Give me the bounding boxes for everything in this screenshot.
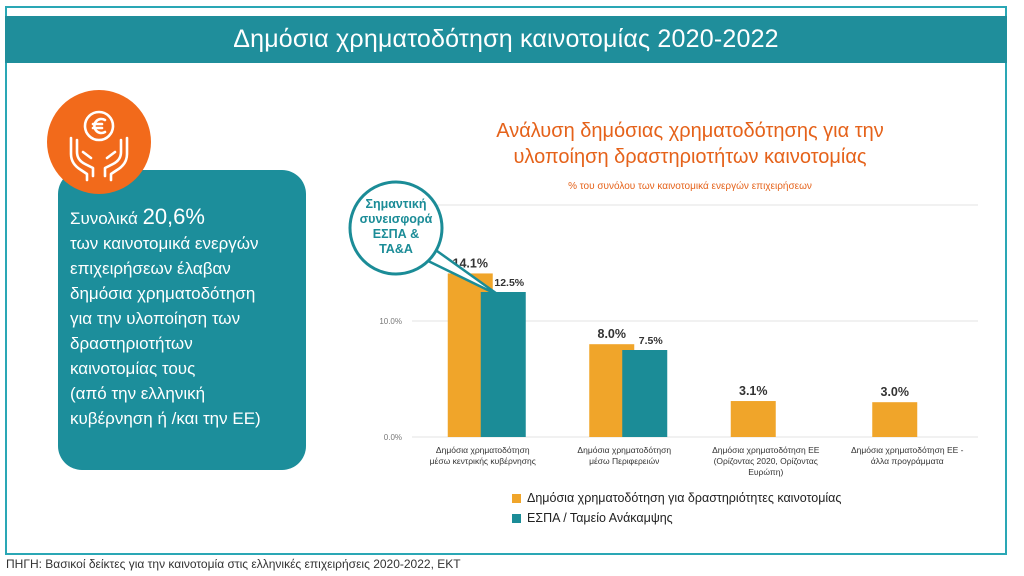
x-tick-label: Ευρώπη) (748, 467, 783, 477)
bar-public-funding (872, 402, 918, 437)
legend-swatch-orange (512, 493, 521, 503)
x-tick-label: Δημόσια χρηματοδότηση (577, 445, 671, 455)
summary-line: δημόσια χρηματοδότηση (70, 284, 256, 303)
legend-swatch-teal (512, 513, 521, 523)
callout-text: συνεισφορά (360, 212, 433, 226)
summary-prefix: Συνολικά (70, 209, 138, 228)
data-label: 8.0% (598, 327, 627, 341)
summary-line: για την υλοποίηση των (70, 309, 241, 328)
legend-item: ΕΣΠΑ / Ταμείο Ανάκαμψης (512, 508, 841, 528)
summary-line: καινοτομίας τους (70, 359, 196, 378)
chart-title: Ανάλυση δημόσιας χρηματοδότησης για την … (410, 118, 970, 170)
x-tick-label: Δημόσια χρηματοδότηση ΕΕ (712, 445, 820, 455)
x-tick-label: άλλα προγράμματα (871, 456, 944, 466)
legend-label: Δημόσια χρηματοδότηση για δραστηριότητες… (527, 491, 842, 505)
x-tick-label: μέσω κεντρικής κυβέρνησης (430, 456, 536, 466)
callout-text: Σημαντική (365, 197, 426, 211)
data-label: 7.5% (639, 335, 664, 347)
summary-stat-box: Συνολικά 20,6% των καινοτομικά ενεργών ε… (58, 170, 306, 470)
summary-line: των καινοτομικά ενεργών (70, 234, 259, 253)
x-tick-label: μέσω Περιφερειών (589, 456, 659, 466)
y-tick-label: 0.0% (384, 433, 402, 442)
page-title-text: Δημόσια χρηματοδότηση καινοτομίας 2020-2… (233, 25, 779, 53)
callout-text: ΤΑ&Α (379, 242, 413, 256)
chart-subtitle: % του συνόλου των καινοτομικά ενεργών επ… (568, 181, 812, 192)
legend-label: ΕΣΠΑ / Ταμείο Ανάκαμψης (527, 511, 673, 525)
summary-line: δραστηριοτήτων (70, 334, 193, 353)
x-tick-label: Δημόσια χρηματοδότηση (436, 445, 530, 455)
bar-public-funding (730, 401, 776, 437)
x-tick-label: Δημόσια χρηματοδότηση ΕΕ - (851, 445, 964, 455)
source-note: ΠΗΓΗ: Βασικοί δείκτες για την καινοτομία… (6, 557, 461, 571)
data-label: 12.5% (494, 277, 524, 289)
chart-title-line: υλοποίηση δραστηριοτήτων καινοτομίας (513, 146, 867, 168)
chart-title-line: Ανάλυση δημόσιας χρηματοδότησης για την (496, 120, 884, 142)
page-title: Δημόσια χρηματοδότηση καινοτομίας 2020-2… (5, 16, 1007, 63)
bar-espa (480, 292, 526, 437)
x-tick-label: (Ορίζοντας 2020, Ορίζοντας (714, 456, 818, 466)
data-label: 3.0% (881, 385, 910, 399)
chart-legend: Δημόσια χρηματοδότηση για δραστηριότητες… (512, 488, 841, 528)
summary-first-line: Συνολικά 20,6% (70, 204, 296, 231)
summary-line: (από την ελληνική (70, 384, 206, 403)
summary-line: επιχειρήσεων έλαβαν (70, 259, 231, 278)
euro-coin-hands-icon (47, 90, 151, 194)
callout-text: ΕΣΠΑ & (373, 227, 419, 241)
summary-value: 20,6% (142, 204, 205, 229)
callout-joint (414, 242, 432, 252)
y-tick-label: 10.0% (379, 317, 402, 326)
bar-espa (622, 350, 668, 437)
summary-line: κυβέρνηση ή /και την ΕΕ) (70, 409, 261, 428)
data-label: 3.1% (739, 384, 768, 398)
legend-item: Δημόσια χρηματοδότηση για δραστηριότητες… (512, 488, 841, 508)
